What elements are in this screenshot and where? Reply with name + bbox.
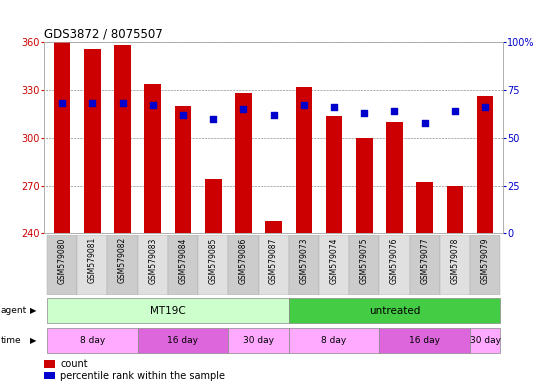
Point	[481, 104, 490, 110]
Bar	[265, 221, 282, 233]
Bar	[168, 235, 198, 295]
Bar	[84, 49, 101, 233]
Text: MT19C: MT19C	[150, 306, 186, 316]
Bar	[289, 235, 319, 295]
Text: GSM579087: GSM579087	[269, 237, 278, 283]
Bar	[349, 235, 379, 295]
Text: GSM579081: GSM579081	[88, 237, 97, 283]
Bar	[205, 179, 222, 233]
Point	[209, 116, 218, 122]
Point	[148, 102, 157, 108]
Bar	[138, 328, 228, 353]
Text: count: count	[60, 359, 87, 369]
Text: GSM579073: GSM579073	[299, 237, 309, 284]
Bar	[289, 328, 379, 353]
Bar	[470, 235, 500, 295]
Text: 30 day: 30 day	[243, 336, 274, 345]
Point	[360, 110, 368, 116]
Bar	[416, 182, 433, 233]
Text: ▶: ▶	[30, 336, 36, 345]
Bar	[319, 235, 349, 295]
Point	[299, 102, 308, 108]
Bar	[54, 42, 70, 233]
Text: GSM579079: GSM579079	[481, 237, 490, 284]
Point	[88, 100, 97, 106]
Text: GSM579084: GSM579084	[179, 237, 188, 283]
Bar	[289, 298, 500, 323]
Text: GSM579074: GSM579074	[329, 237, 339, 284]
Text: 8 day: 8 day	[321, 336, 346, 345]
Text: agent: agent	[1, 306, 27, 315]
Text: 16 day: 16 day	[409, 336, 440, 345]
Text: untreated: untreated	[369, 306, 420, 316]
Bar	[198, 235, 228, 295]
Text: percentile rank within the sample: percentile rank within the sample	[60, 371, 225, 381]
Bar	[356, 138, 372, 233]
Point	[450, 108, 459, 114]
Text: ▶: ▶	[30, 306, 36, 315]
Bar	[235, 93, 252, 233]
Bar	[470, 328, 500, 353]
Text: 8 day: 8 day	[80, 336, 105, 345]
Bar	[440, 235, 470, 295]
Bar	[386, 122, 403, 233]
Text: GDS3872 / 8075507: GDS3872 / 8075507	[44, 27, 163, 40]
Bar	[107, 235, 138, 295]
Point	[329, 104, 338, 110]
Bar	[47, 298, 289, 323]
Bar	[138, 235, 168, 295]
Text: time: time	[1, 336, 21, 345]
Bar	[47, 235, 77, 295]
Bar	[228, 235, 258, 295]
Bar	[295, 87, 312, 233]
Text: GSM579083: GSM579083	[148, 237, 157, 283]
Text: 30 day: 30 day	[470, 336, 500, 345]
Bar	[44, 360, 56, 368]
Text: 16 day: 16 day	[168, 336, 199, 345]
Bar	[447, 186, 463, 233]
Bar	[77, 235, 107, 295]
Point	[269, 112, 278, 118]
Bar	[379, 235, 410, 295]
Bar	[477, 96, 493, 233]
Bar	[175, 106, 191, 233]
Text: GSM579082: GSM579082	[118, 237, 127, 283]
Point	[420, 119, 429, 126]
Point	[390, 108, 399, 114]
Point	[239, 106, 248, 112]
Text: GSM579075: GSM579075	[360, 237, 368, 284]
Bar	[47, 328, 138, 353]
Bar	[379, 328, 470, 353]
Text: GSM579085: GSM579085	[208, 237, 218, 283]
Point	[118, 100, 127, 106]
Bar	[228, 328, 289, 353]
Text: GSM579078: GSM579078	[450, 237, 459, 283]
Text: GSM579080: GSM579080	[58, 237, 67, 283]
Bar	[145, 84, 161, 233]
Text: GSM579076: GSM579076	[390, 237, 399, 284]
Point	[58, 100, 67, 106]
Text: GSM579077: GSM579077	[420, 237, 429, 284]
Bar	[326, 116, 342, 233]
Bar	[410, 235, 440, 295]
Bar	[114, 45, 131, 233]
Bar	[44, 372, 56, 379]
Text: GSM579086: GSM579086	[239, 237, 248, 283]
Bar	[258, 235, 289, 295]
Point	[179, 112, 188, 118]
